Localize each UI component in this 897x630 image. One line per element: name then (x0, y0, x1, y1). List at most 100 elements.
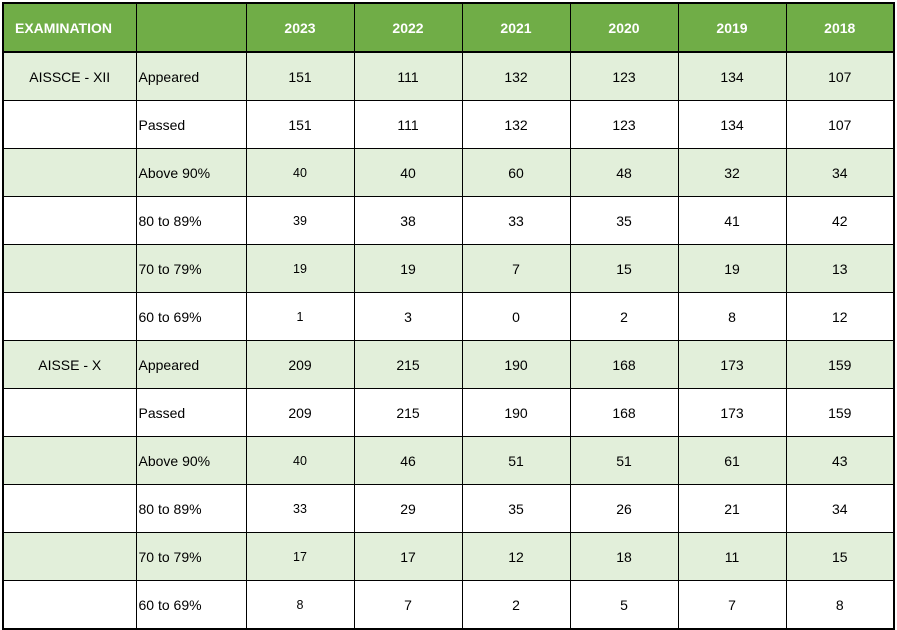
value-cell-2023: 40 (245, 436, 355, 485)
examination-cell (2, 244, 137, 293)
value-cell-2020: 123 (569, 100, 679, 149)
value-cell-2022: 3 (353, 292, 463, 341)
value-cell-2018: 12 (785, 292, 895, 341)
category-cell: 60 to 69% (135, 292, 247, 341)
value-cell-2021: 2 (461, 580, 571, 630)
category-cell: Above 90% (135, 436, 247, 485)
examination-cell (2, 388, 137, 437)
table-row: 70 to 79% 19 19 7 15 19 13 (2, 244, 895, 293)
value-cell-2018: 34 (785, 484, 895, 533)
value-cell-2019: 21 (677, 484, 787, 533)
value-cell-2020: 35 (569, 196, 679, 245)
value-cell-2018: 34 (785, 148, 895, 197)
value-cell-2021: 7 (461, 244, 571, 293)
value-cell-2021: 0 (461, 292, 571, 341)
table-row: 60 to 69% 1 3 0 2 8 12 (2, 292, 895, 341)
value-cell-2023: 209 (245, 340, 355, 389)
value-cell-2023: 17 (245, 532, 355, 581)
category-cell: 60 to 69% (135, 580, 247, 630)
value-cell-2018: 15 (785, 532, 895, 581)
table-row: Passed 151 111 132 123 134 107 (2, 100, 895, 149)
value-cell-2021: 51 (461, 436, 571, 485)
value-cell-2020: 15 (569, 244, 679, 293)
examination-cell (2, 580, 137, 630)
table-row: AISSCE - XII Appeared 151 111 132 123 134 107 (2, 51, 895, 101)
value-cell-2019: 61 (677, 436, 787, 485)
value-cell-2023: 19 (245, 244, 355, 293)
value-cell-2020: 168 (569, 340, 679, 389)
value-cell-2020: 18 (569, 532, 679, 581)
value-cell-2023: 39 (245, 196, 355, 245)
value-cell-2018: 107 (785, 51, 895, 101)
category-cell: Above 90% (135, 148, 247, 197)
value-cell-2019: 7 (677, 580, 787, 630)
value-cell-2021: 12 (461, 532, 571, 581)
value-cell-2022: 111 (353, 100, 463, 149)
value-cell-2023: 151 (245, 100, 355, 149)
examination-cell (2, 292, 137, 341)
value-cell-2021: 190 (461, 388, 571, 437)
value-cell-2022: 40 (353, 148, 463, 197)
header-category (135, 2, 247, 53)
header-year-2020: 2020 (569, 2, 679, 53)
header-year-2018: 2018 (785, 2, 895, 53)
value-cell-2018: 159 (785, 340, 895, 389)
examination-cell (2, 100, 137, 149)
table-header: EXAMINATION 2023 2022 2021 2020 2019 201… (2, 2, 895, 53)
value-cell-2020: 168 (569, 388, 679, 437)
value-cell-2020: 51 (569, 436, 679, 485)
category-cell: 70 to 79% (135, 244, 247, 293)
header-year-2019: 2019 (677, 2, 787, 53)
value-cell-2019: 11 (677, 532, 787, 581)
value-cell-2023: 8 (245, 580, 355, 630)
examination-cell (2, 532, 137, 581)
category-cell: Passed (135, 388, 247, 437)
category-cell: 80 to 89% (135, 484, 247, 533)
table-row: Above 90% 40 40 60 48 32 34 (2, 148, 895, 197)
value-cell-2021: 132 (461, 51, 571, 101)
value-cell-2023: 40 (245, 148, 355, 197)
examination-cell: AISSE - X (2, 340, 137, 389)
value-cell-2021: 190 (461, 340, 571, 389)
value-cell-2020: 2 (569, 292, 679, 341)
value-cell-2022: 7 (353, 580, 463, 630)
value-cell-2018: 43 (785, 436, 895, 485)
header-year-2022: 2022 (353, 2, 463, 53)
value-cell-2021: 33 (461, 196, 571, 245)
value-cell-2020: 48 (569, 148, 679, 197)
value-cell-2023: 151 (245, 51, 355, 101)
value-cell-2023: 33 (245, 484, 355, 533)
header-examination: EXAMINATION (2, 2, 137, 53)
examination-cell: AISSCE - XII (2, 51, 137, 101)
value-cell-2018: 107 (785, 100, 895, 149)
value-cell-2022: 215 (353, 388, 463, 437)
value-cell-2020: 123 (569, 51, 679, 101)
value-cell-2021: 35 (461, 484, 571, 533)
value-cell-2023: 1 (245, 292, 355, 341)
table-row: 80 to 89% 39 38 33 35 41 42 (2, 196, 895, 245)
table-row: 70 to 79% 17 17 12 18 11 15 (2, 532, 895, 581)
value-cell-2022: 19 (353, 244, 463, 293)
table-row: 80 to 89% 33 29 35 26 21 34 (2, 484, 895, 533)
category-cell: Appeared (135, 51, 247, 101)
examination-cell (2, 148, 137, 197)
value-cell-2022: 29 (353, 484, 463, 533)
value-cell-2022: 38 (353, 196, 463, 245)
examination-cell (2, 436, 137, 485)
value-cell-2018: 8 (785, 580, 895, 630)
value-cell-2018: 42 (785, 196, 895, 245)
category-cell: Passed (135, 100, 247, 149)
value-cell-2022: 46 (353, 436, 463, 485)
category-cell: 70 to 79% (135, 532, 247, 581)
value-cell-2019: 32 (677, 148, 787, 197)
table-row: Above 90% 40 46 51 51 61 43 (2, 436, 895, 485)
value-cell-2018: 13 (785, 244, 895, 293)
value-cell-2019: 173 (677, 340, 787, 389)
value-cell-2019: 19 (677, 244, 787, 293)
header-year-2021: 2021 (461, 2, 571, 53)
examination-cell (2, 484, 137, 533)
header-row: EXAMINATION 2023 2022 2021 2020 2019 201… (2, 2, 895, 53)
value-cell-2019: 8 (677, 292, 787, 341)
value-cell-2023: 209 (245, 388, 355, 437)
